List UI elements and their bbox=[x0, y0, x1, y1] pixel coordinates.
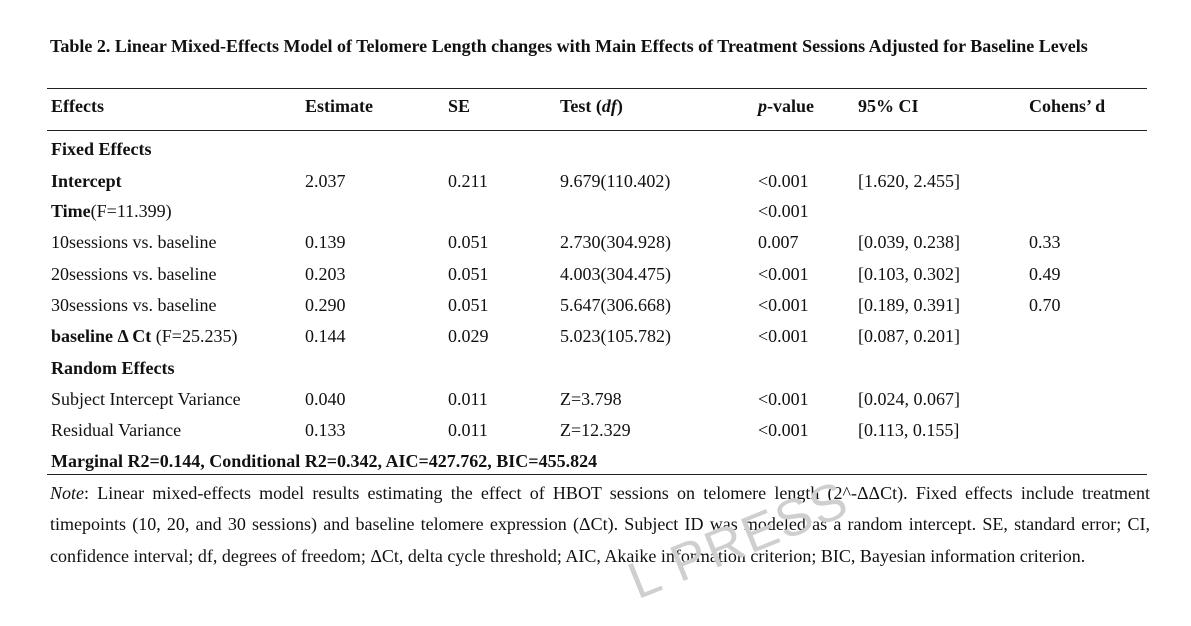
estimate-cell: 0.133 bbox=[305, 420, 346, 440]
table-note: Note: Linear mixed-effects model results… bbox=[50, 478, 1150, 572]
se-cell: 0.051 bbox=[448, 264, 489, 284]
test-cell: 9.679(110.402) bbox=[560, 171, 671, 191]
section-random-effects: Random Effects bbox=[51, 358, 175, 378]
estimate-cell: 0.139 bbox=[305, 232, 346, 252]
se-cell: 0.011 bbox=[448, 389, 488, 409]
row-label-rest: (F=25.235) bbox=[151, 326, 238, 346]
header-test: Test (df) bbox=[560, 95, 623, 117]
ci-cell: [0.087, 0.201] bbox=[858, 326, 960, 346]
row-label: baseline Δ Ct (F=25.235) bbox=[51, 325, 237, 347]
note-label: Note bbox=[50, 483, 84, 503]
header-bottom-rule bbox=[47, 130, 1147, 131]
row-label: 20sessions vs. baseline bbox=[51, 264, 217, 284]
se-cell: 0.029 bbox=[448, 326, 489, 346]
p-value-cell: <0.001 bbox=[758, 295, 809, 315]
cohens-d-cell: 0.70 bbox=[1029, 295, 1061, 315]
table-bottom-rule bbox=[47, 474, 1147, 475]
estimate-cell: 2.037 bbox=[305, 171, 346, 191]
header-effects: Effects bbox=[51, 96, 104, 116]
ci-cell: [0.024, 0.067] bbox=[858, 389, 960, 409]
ci-cell: [1.620, 2.455] bbox=[858, 171, 960, 191]
p-value-cell: <0.001 bbox=[758, 420, 809, 440]
estimate-cell: 0.144 bbox=[305, 326, 346, 346]
header-p-suffix: -value bbox=[767, 96, 814, 116]
header-test-df: df bbox=[601, 96, 617, 116]
cohens-d-cell: 0.33 bbox=[1029, 232, 1061, 252]
test-cell: 2.730(304.928) bbox=[560, 232, 671, 252]
header-p-value: p-value bbox=[758, 95, 814, 117]
row-label-bold: baseline Δ Ct bbox=[51, 326, 152, 346]
se-cell: 0.051 bbox=[448, 232, 489, 252]
p-value-cell: <0.001 bbox=[758, 171, 809, 191]
ci-cell: [0.113, 0.155] bbox=[858, 420, 960, 440]
estimate-cell: 0.040 bbox=[305, 389, 346, 409]
header-top-rule bbox=[47, 88, 1147, 89]
se-cell: 0.011 bbox=[448, 420, 488, 440]
row-label: Intercept bbox=[51, 171, 122, 191]
ci-cell: [0.189, 0.391] bbox=[858, 295, 960, 315]
p-value-cell: <0.001 bbox=[758, 389, 809, 409]
p-value-cell: <0.001 bbox=[758, 264, 809, 284]
row-label: 10sessions vs. baseline bbox=[51, 232, 217, 252]
section-fixed-effects: Fixed Effects bbox=[51, 139, 152, 159]
test-cell: 4.003(304.475) bbox=[560, 264, 671, 284]
row-label: Time(F=11.399) bbox=[51, 200, 172, 222]
p-value-cell: <0.001 bbox=[758, 326, 809, 346]
row-label-rest: (F=11.399) bbox=[90, 201, 172, 221]
test-cell: 5.647(306.668) bbox=[560, 295, 671, 315]
header-estimate: Estimate bbox=[305, 96, 373, 116]
ci-cell: [0.039, 0.238] bbox=[858, 232, 960, 252]
row-label: 30sessions vs. baseline bbox=[51, 295, 217, 315]
row-label: Residual Variance bbox=[51, 420, 182, 440]
se-cell: 0.051 bbox=[448, 295, 489, 315]
header-test-suffix: ) bbox=[616, 96, 623, 116]
model-fit-statistics: Marginal R2=0.144, Conditional R2=0.342,… bbox=[51, 451, 598, 471]
cohens-d-cell: 0.49 bbox=[1029, 264, 1061, 284]
se-cell: 0.211 bbox=[448, 171, 488, 191]
estimate-cell: 0.290 bbox=[305, 295, 346, 315]
header-p-italic: p bbox=[758, 96, 767, 116]
header-cohens-d: Cohens’ d bbox=[1029, 96, 1106, 116]
test-cell: Z=12.329 bbox=[560, 420, 631, 440]
ci-cell: [0.103, 0.302] bbox=[858, 264, 960, 284]
table-caption: Table 2. Linear Mixed-Effects Model of T… bbox=[50, 36, 1088, 56]
header-se: SE bbox=[448, 96, 471, 116]
p-value-cell: <0.001 bbox=[758, 201, 809, 221]
test-cell: Z=3.798 bbox=[560, 389, 622, 409]
estimate-cell: 0.203 bbox=[305, 264, 346, 284]
row-label-bold: Time bbox=[51, 201, 91, 221]
header-ci: 95% CI bbox=[858, 96, 919, 116]
p-value-cell: 0.007 bbox=[758, 232, 799, 252]
note-text: : Linear mixed-effects model results est… bbox=[50, 483, 1150, 566]
row-label: Subject Intercept Variance bbox=[51, 389, 241, 409]
test-cell: 5.023(105.782) bbox=[560, 326, 671, 346]
header-test-prefix: Test ( bbox=[560, 96, 602, 116]
